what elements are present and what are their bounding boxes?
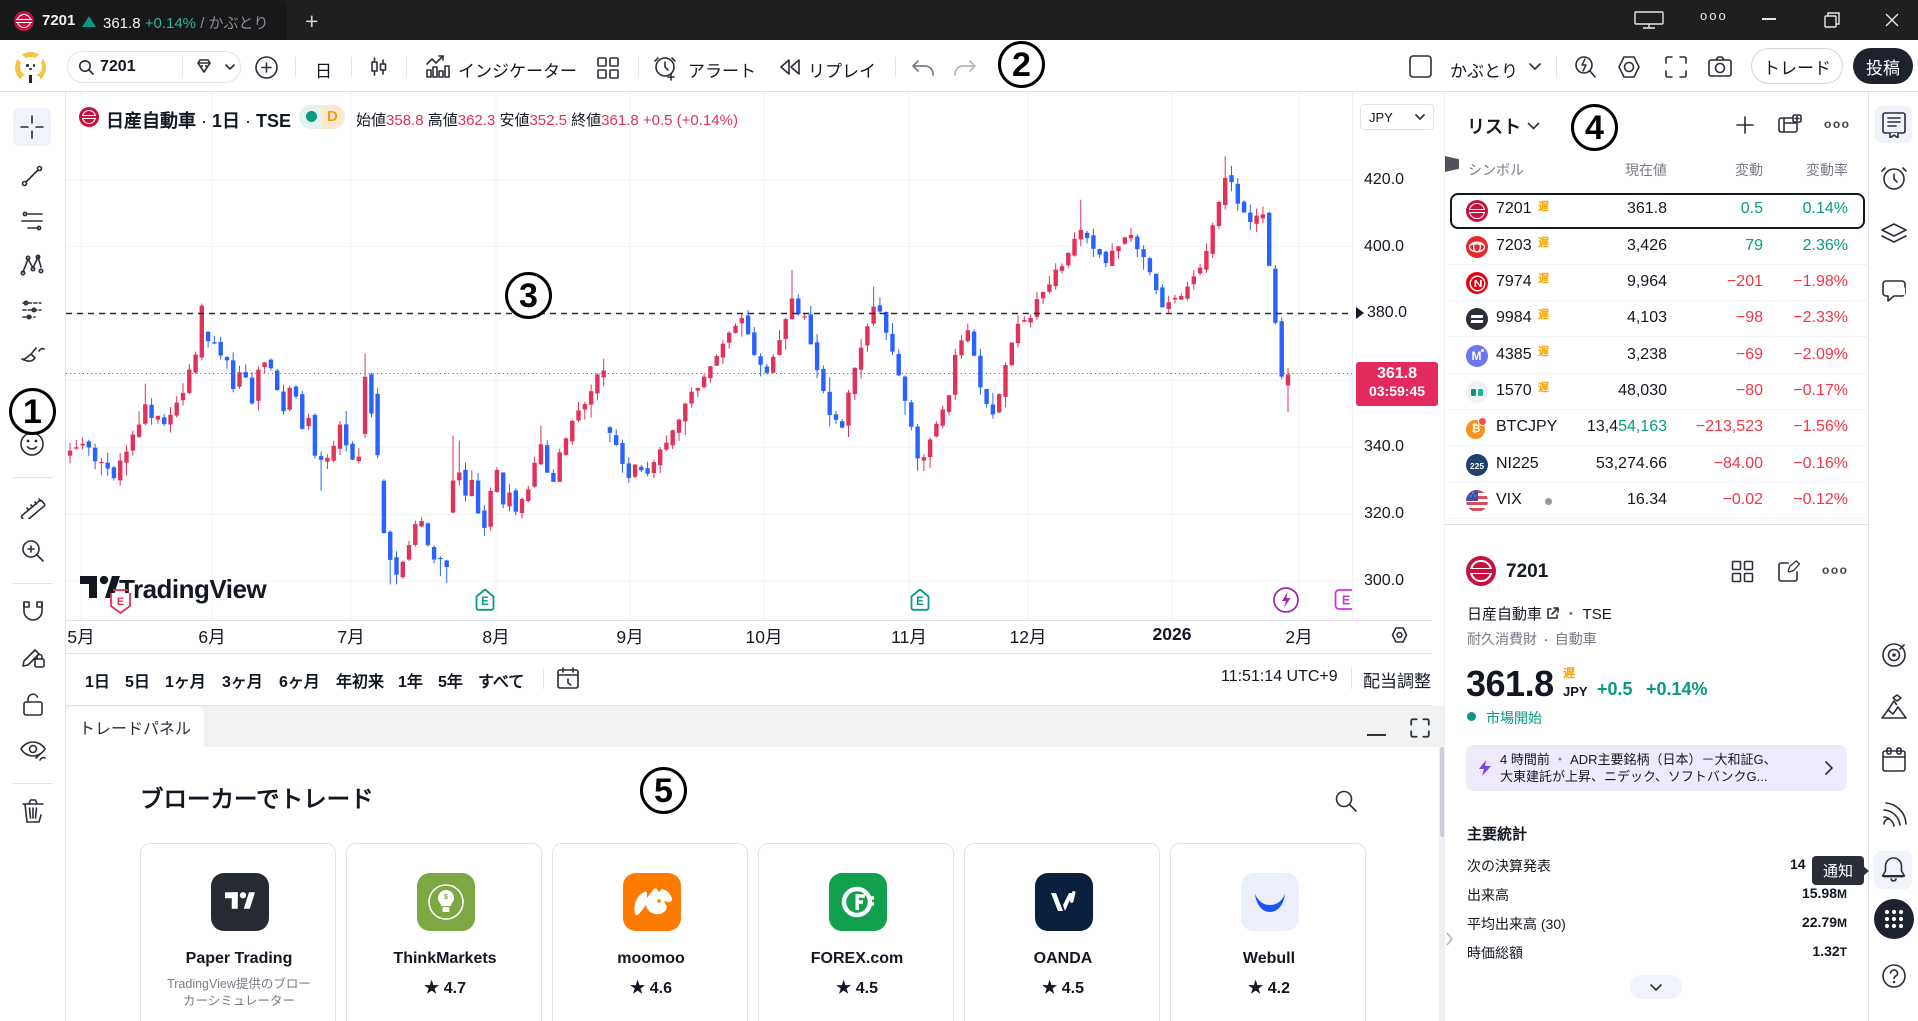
svg-text:E: E xyxy=(916,596,924,608)
svg-text:E: E xyxy=(481,596,489,608)
svg-text:E: E xyxy=(1342,594,1350,608)
svg-text:$: $ xyxy=(444,894,448,901)
svg-text:E: E xyxy=(117,596,124,608)
